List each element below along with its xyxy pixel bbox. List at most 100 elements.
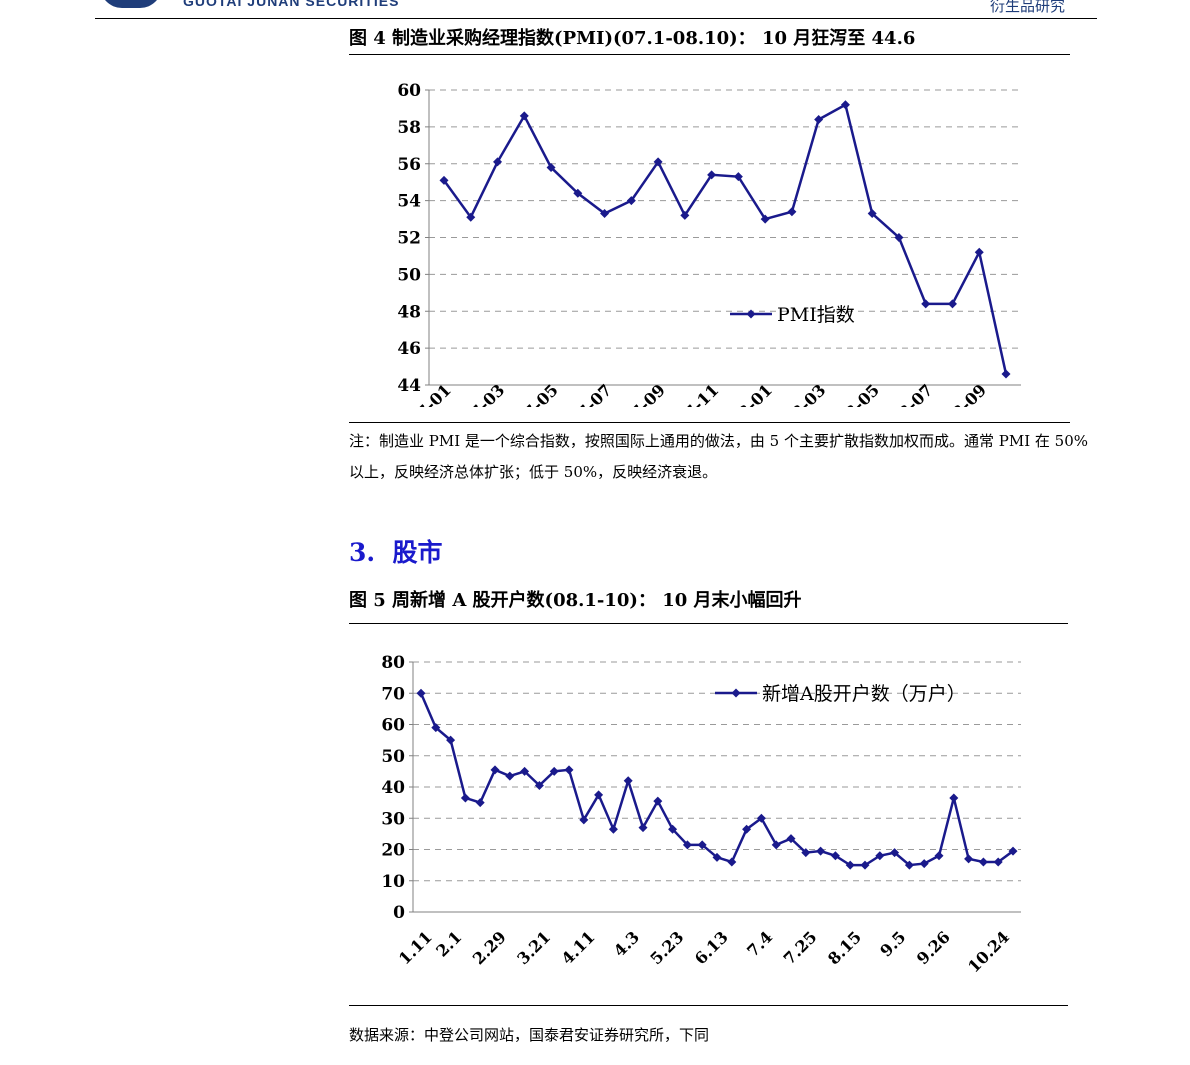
legend-label: 新增A股开户数（万户） — [762, 683, 966, 705]
x-tick-label: 4.3 — [610, 927, 643, 960]
data-point — [921, 299, 931, 309]
data-point — [431, 723, 441, 733]
data-point — [653, 796, 663, 806]
y-tick-label: 50 — [397, 265, 421, 285]
data-point — [680, 210, 690, 220]
data-point — [919, 859, 929, 869]
figure5-top-rule — [349, 623, 1068, 624]
data-point — [466, 212, 476, 222]
data-point — [439, 175, 449, 185]
data-point — [787, 207, 797, 217]
figure4-bottom-rule — [349, 422, 1070, 423]
data-point — [653, 157, 663, 167]
data-point — [733, 172, 743, 182]
figure4-title: 图 4 制造业采购经理指数(PMI)(07.1-08.10)： 10 月狂泻至 … — [349, 28, 916, 49]
y-tick-label: 56 — [397, 155, 421, 175]
section-title: 股市 — [392, 538, 443, 567]
data-point — [549, 766, 559, 776]
data-point — [520, 766, 530, 776]
x-tick-label: 2.29 — [469, 927, 510, 968]
y-tick-label: 58 — [397, 118, 421, 138]
data-point — [623, 776, 633, 786]
data-point — [816, 846, 826, 856]
section-tag: 衍生品研究 — [990, 0, 1066, 15]
data-point — [742, 824, 752, 834]
data-point — [830, 851, 840, 861]
data-point — [600, 209, 610, 219]
account-openings-chart: 0 10 20 30 40 50 60 70 80 1.112.1 2.29 3.21 4.11 4.3 5… — [381, 653, 1021, 976]
data-point — [727, 857, 737, 867]
y-tick-label: 10 — [381, 872, 405, 892]
figure5-title: 图 5 周新增 A 股开户数(08.1-10)： 10 月末小幅回升 — [349, 590, 802, 611]
data-point — [974, 247, 984, 257]
figure4-top-rule — [349, 54, 1070, 55]
figure5-bottom-rule — [349, 1005, 1068, 1006]
data-point — [682, 840, 692, 850]
y-tick-label: 30 — [381, 809, 405, 829]
y-tick-label: 80 — [381, 653, 405, 673]
x-tick-label: 9.26 — [913, 927, 954, 968]
data-point — [890, 848, 900, 858]
data-point — [875, 851, 885, 861]
data-point — [860, 860, 870, 870]
x-tick-label: 2.1 — [432, 927, 465, 960]
data-point — [947, 299, 957, 309]
data-point — [475, 798, 485, 808]
data-point — [594, 790, 604, 800]
legend-marker — [746, 309, 756, 319]
figure4-note: 注：制造业 PMI 是一个综合指数，按照国际上通用的做法，由 5 个主要扩散指数… — [349, 432, 1089, 481]
data-point — [446, 735, 456, 745]
data-point — [707, 170, 717, 180]
legend-label: PMI指数 — [777, 304, 855, 326]
data-point — [760, 214, 770, 224]
y-tick-label: 60 — [381, 716, 405, 736]
x-tick-label: 10.24 — [964, 927, 1013, 976]
data-point — [845, 860, 855, 870]
legend-marker — [731, 688, 741, 698]
x-tick-label: 7.4 — [743, 927, 776, 960]
data-point — [894, 233, 904, 242]
company-logo-icon — [100, 0, 162, 8]
y-tick-label: 48 — [397, 302, 421, 322]
x-tick-label: 6.13 — [691, 927, 732, 968]
y-tick-label: 20 — [381, 841, 405, 861]
section-heading: 3. 股市 — [349, 533, 443, 569]
data-point — [1008, 846, 1018, 856]
y-tick-label: 54 — [397, 192, 421, 212]
y-tick-label: 0 — [393, 903, 405, 923]
data-point — [490, 765, 500, 775]
x-tick-label: 8.15 — [824, 927, 865, 968]
data-point — [814, 115, 824, 124]
figure5-source: 数据来源：中登公司网站，国泰君安证券研究所，下同 — [349, 1026, 710, 1044]
data-point — [993, 857, 1003, 867]
data-point — [904, 860, 914, 870]
data-point — [546, 162, 556, 172]
data-point — [416, 688, 426, 698]
x-tick-label: 4.11 — [558, 927, 599, 968]
pmi-chart: 4446485052545658602007-012007-032007-052… — [389, 81, 1021, 407]
data-point — [1001, 369, 1011, 379]
data-point — [771, 840, 781, 850]
data-point — [978, 857, 988, 867]
x-tick-label: 7.25 — [780, 927, 821, 968]
data-point — [668, 824, 678, 834]
section-number: 3. — [349, 538, 376, 567]
data-point — [519, 111, 529, 121]
series-line — [442, 102, 1008, 375]
y-tick-label: 52 — [397, 229, 421, 249]
x-tick-label: 5.23 — [646, 927, 687, 968]
data-point — [964, 854, 974, 864]
data-point — [840, 100, 850, 110]
data-point — [756, 813, 766, 823]
x-tick-label: 9.5 — [876, 927, 909, 960]
data-point — [460, 793, 470, 803]
y-tick-label: 46 — [397, 339, 421, 359]
data-point — [505, 771, 515, 781]
data-point — [579, 815, 589, 825]
y-tick-label: 44 — [397, 376, 421, 396]
company-name: GUOTAI JUNAN SECURITIES — [183, 0, 400, 9]
data-point — [626, 196, 636, 206]
data-point — [697, 840, 707, 850]
data-point — [493, 157, 503, 167]
data-point — [801, 848, 811, 858]
